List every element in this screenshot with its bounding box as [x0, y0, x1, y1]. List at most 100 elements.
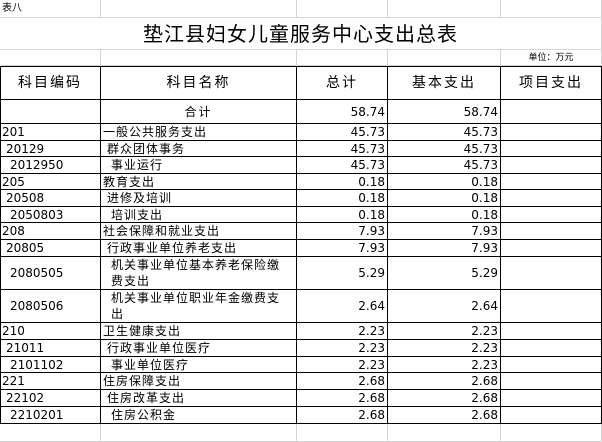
- blank: [297, 0, 388, 18]
- subject-code: 20805: [0, 240, 101, 257]
- subject-name-text: 教育支出: [103, 174, 156, 189]
- subject-name-text: 住房保障支出: [103, 374, 182, 388]
- total: 2.68: [297, 373, 388, 390]
- subject-code-text: 20129: [6, 141, 45, 156]
- subject-name-text: 机关事业单位职业年金缴费支出: [111, 291, 281, 321]
- basic-expense: 7.93: [388, 223, 501, 240]
- basic-expense-text: 0.18: [471, 191, 498, 205]
- project-expense: [501, 407, 602, 424]
- project-expense: [501, 141, 602, 157]
- total-text: 0.18: [358, 174, 385, 189]
- basic-expense-text: 2.23: [471, 341, 498, 355]
- project-expense: [501, 357, 602, 373]
- basic-expense: 58.74: [388, 100, 501, 124]
- total-text: 2.23: [358, 324, 385, 338]
- total-text: 45.73: [350, 158, 385, 172]
- blank: [101, 50, 297, 66]
- subject-name-text: 机关事业单位基本养老保险缴费支出: [111, 258, 281, 288]
- total: 7.93: [297, 240, 388, 257]
- subject-code: [0, 100, 101, 124]
- blank: [297, 424, 388, 442]
- project-expense: [501, 257, 602, 290]
- subject-code-text: 2101102: [10, 357, 64, 372]
- total-text: 2.23: [358, 341, 385, 355]
- subject-name: 培训支出: [101, 207, 297, 223]
- subject-code: 205: [0, 174, 101, 190]
- total: 2.64: [297, 290, 388, 323]
- subject-code: 201: [0, 124, 101, 141]
- subject-name: 机关事业单位职业年金缴费支出: [101, 290, 297, 323]
- title-text: 垫江县妇女儿童服务中心支出总表: [143, 21, 458, 46]
- subject-name-text: 行政事业单位养老支出: [107, 241, 238, 255]
- sheet-label: 表八: [0, 0, 101, 18]
- subject-name: 一般公共服务支出: [101, 124, 297, 141]
- basic-expense: 2.68: [388, 373, 501, 390]
- basic-expense: 2.68: [388, 390, 501, 407]
- subject-code: 22102: [0, 390, 101, 407]
- subject-name: 住房保障支出: [101, 373, 297, 390]
- column-header: 总计: [297, 66, 388, 100]
- basic-expense: 2.64: [388, 290, 501, 323]
- basic-expense-text: 7.93: [471, 224, 498, 238]
- basic-expense: 0.18: [388, 207, 501, 223]
- basic-expense: 0.18: [388, 174, 501, 190]
- subject-code: 2210201: [0, 407, 101, 424]
- subject-code-text: 210: [2, 324, 25, 338]
- total: 2.68: [297, 407, 388, 424]
- subject-name: 住房公积金: [101, 407, 297, 424]
- project-expense: [501, 207, 602, 223]
- total: 2.68: [297, 390, 388, 407]
- subject-name-text: 卫生健康支出: [103, 324, 182, 338]
- basic-expense-text: 2.23: [471, 324, 498, 338]
- column-header-text: 总计: [326, 74, 358, 91]
- subject-name-text: 培训支出: [111, 207, 164, 222]
- subject-code: 21011: [0, 340, 101, 357]
- subject-name: 教育支出: [101, 174, 297, 190]
- subject-name-text: 一般公共服务支出: [103, 125, 208, 139]
- total-text: 0.18: [358, 207, 385, 222]
- basic-expense-text: 45.73: [463, 141, 498, 156]
- unit: 单位：万元: [501, 50, 602, 66]
- total-text: 2.23: [358, 357, 385, 372]
- subject-name-text: 住房公积金: [111, 408, 177, 422]
- total-text: 2.68: [358, 374, 385, 388]
- subject-name-text: 合计: [184, 104, 213, 119]
- subject-name: 卫生健康支出: [101, 323, 297, 340]
- basic-expense-text: 58.74: [463, 104, 498, 119]
- subject-code: 20129: [0, 141, 101, 157]
- project-expense: [501, 323, 602, 340]
- total-text: 45.73: [350, 125, 385, 139]
- subject-code: 210: [0, 323, 101, 340]
- subject-code: 2080506: [0, 290, 101, 323]
- subject-name-text: 事业单位医疗: [111, 357, 190, 372]
- basic-expense: 45.73: [388, 157, 501, 174]
- subject-code: 2012950: [0, 157, 101, 174]
- basic-expense-text: 7.93: [471, 241, 498, 255]
- subject-code-text: 21011: [6, 341, 45, 355]
- blank: [388, 50, 501, 66]
- project-expense: [501, 174, 602, 190]
- total: 0.18: [297, 207, 388, 223]
- total: 58.74: [297, 100, 388, 124]
- blank: [0, 424, 101, 442]
- blank: [297, 50, 388, 66]
- subject-code-text: 20805: [6, 241, 45, 255]
- subject-code: 2050803: [0, 207, 101, 223]
- project-expense: [501, 124, 602, 141]
- subject-code-text: 221: [2, 374, 25, 388]
- basic-expense: 2.68: [388, 407, 501, 424]
- subject-name: 机关事业单位基本养老保险缴费支出: [101, 257, 297, 290]
- total-text: 2.64: [358, 299, 385, 313]
- total-text: 7.93: [358, 224, 385, 238]
- total: 7.93: [297, 223, 388, 240]
- basic-expense-text: 0.18: [471, 174, 498, 189]
- project-expense: [501, 223, 602, 240]
- subject-name: 社会保障和就业支出: [101, 223, 297, 240]
- subject-code-text: 2080506: [10, 299, 64, 313]
- subject-code-text: 208: [2, 224, 25, 238]
- subject-name: 群众团体事务: [101, 141, 297, 157]
- subject-code-text: 2050803: [10, 207, 64, 222]
- total: 2.23: [297, 357, 388, 373]
- subject-name: 事业单位医疗: [101, 357, 297, 373]
- sheet-label-text: 表八: [2, 2, 22, 14]
